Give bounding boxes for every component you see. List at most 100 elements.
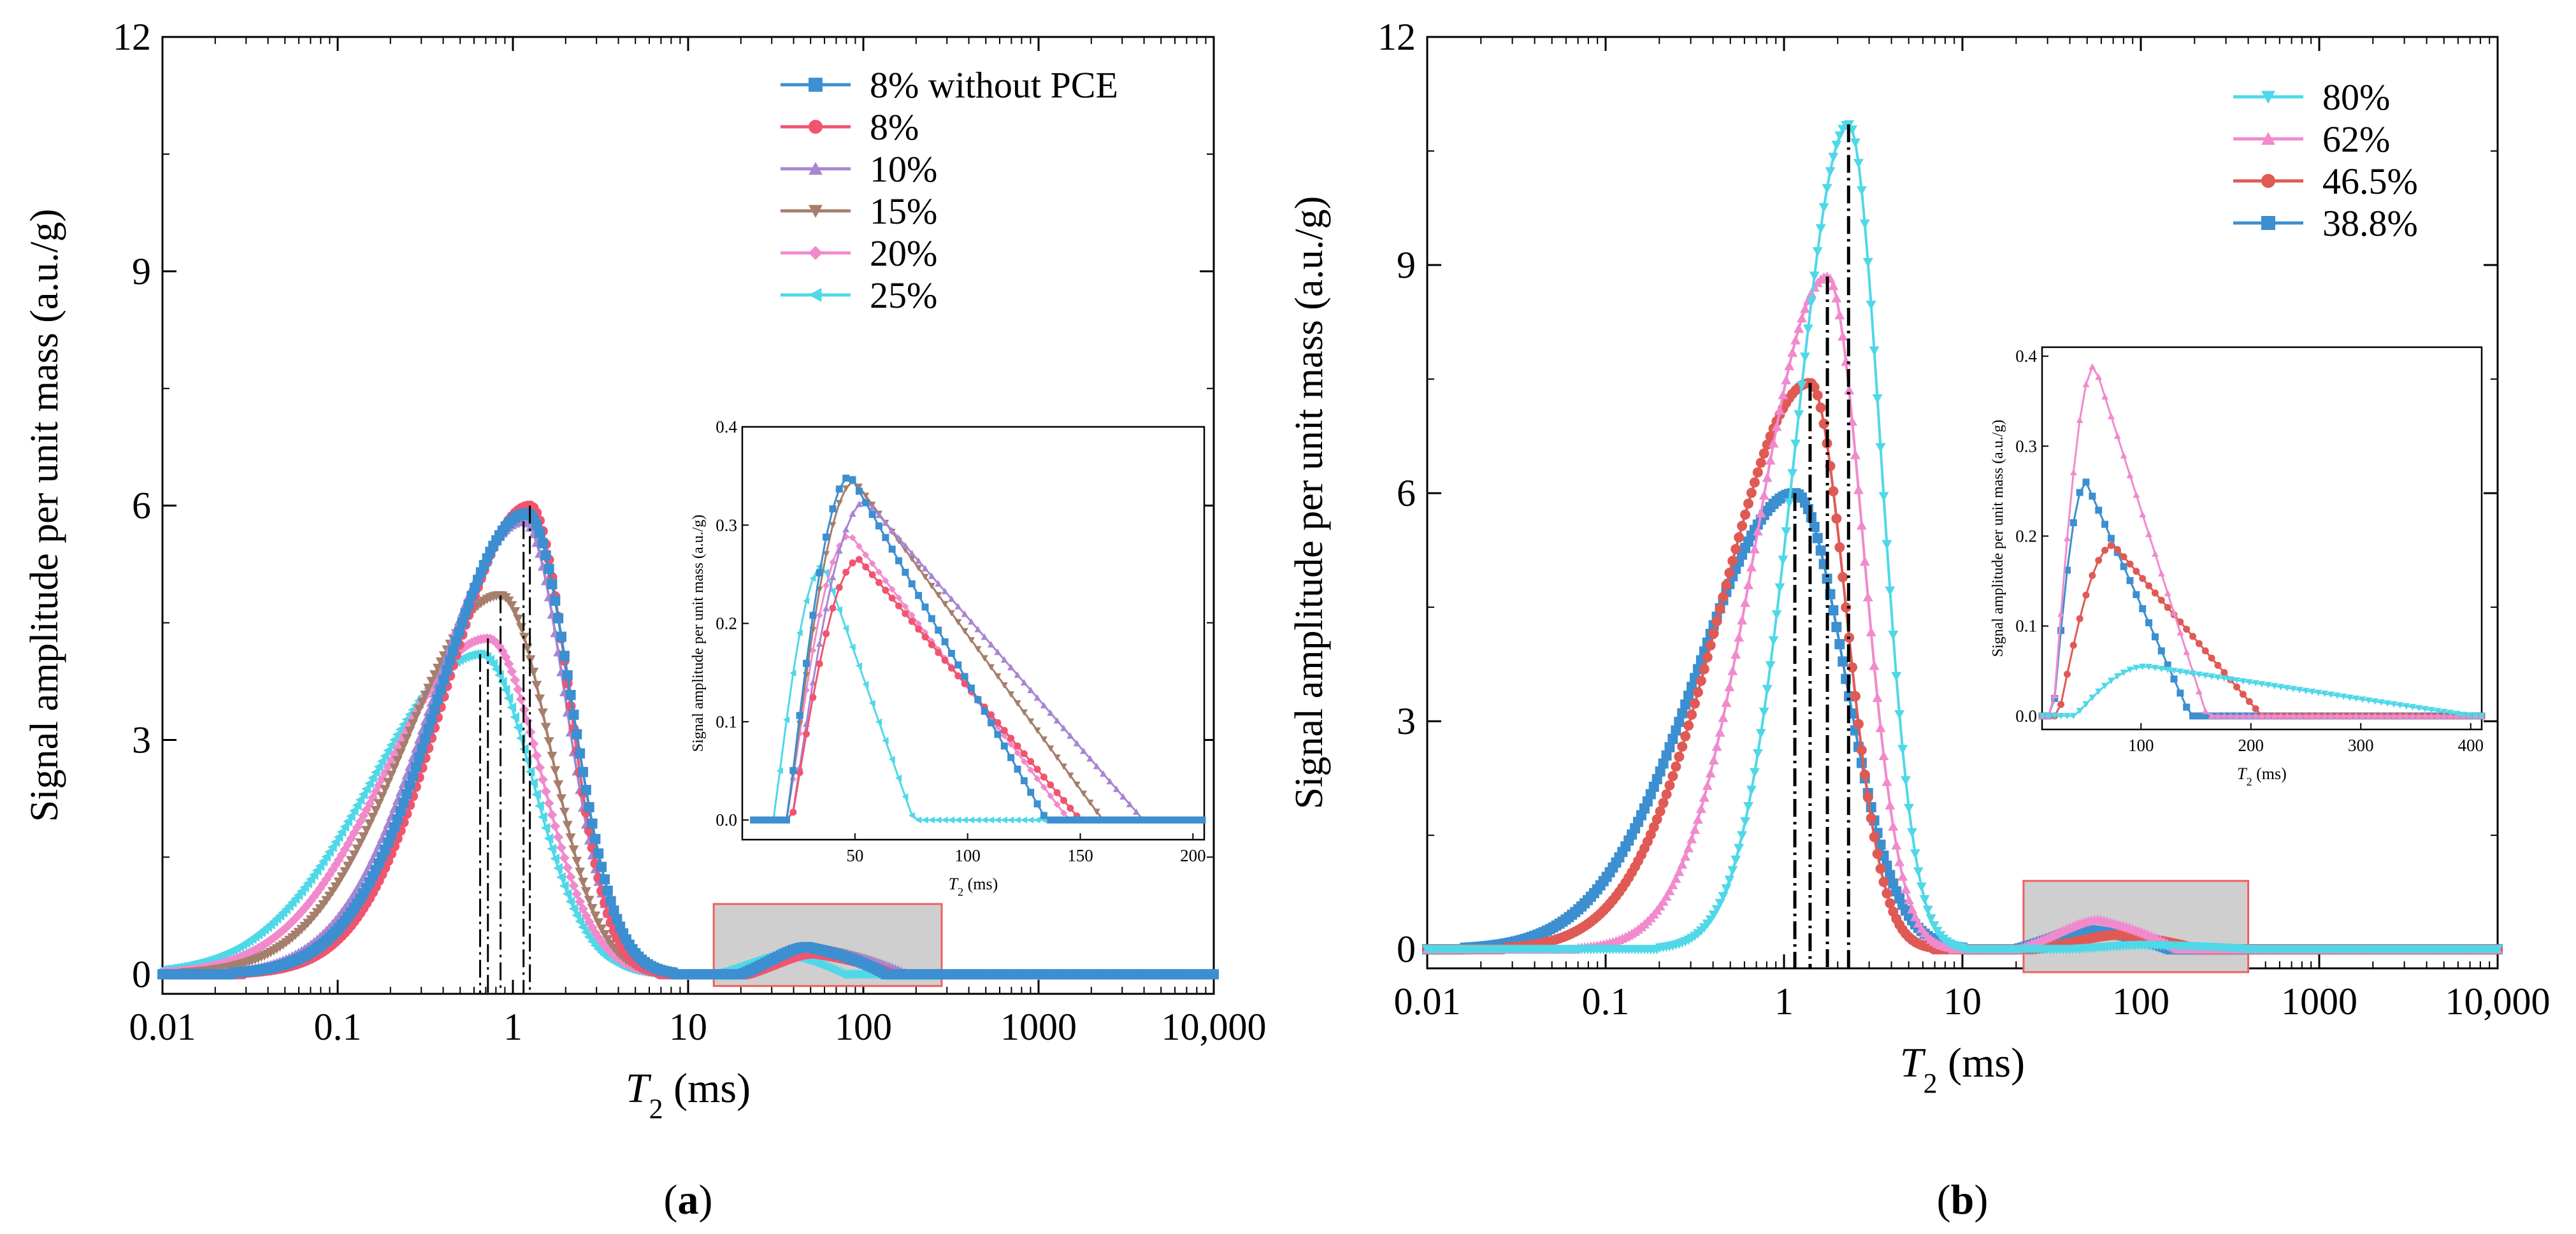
- data-point: [547, 579, 558, 590]
- y-axis-title: Signal amplitude per unit mass (a.u./g): [23, 209, 66, 822]
- data-point: [398, 741, 409, 751]
- data-point: [1658, 896, 1669, 906]
- data-point: [562, 821, 573, 831]
- inset-data-point: [921, 603, 929, 611]
- inset-data-point: [1014, 749, 1021, 757]
- data-point: [355, 838, 366, 848]
- inset-data-point: [1165, 816, 1173, 824]
- inset-data-point: [921, 633, 929, 641]
- y-tick-label: 12: [1378, 16, 1416, 58]
- inset-data-point: [915, 816, 922, 824]
- data-point: [578, 877, 588, 887]
- data-point: [1674, 866, 1685, 877]
- data-point: [1778, 389, 1788, 399]
- data-point: [395, 806, 406, 817]
- data-point: [358, 789, 368, 800]
- legend-label: 10%: [870, 148, 937, 190]
- inset-data-point: [2428, 712, 2435, 719]
- inset-data-point: [2377, 699, 2385, 706]
- inset-data-point: [2145, 531, 2153, 538]
- inset-data-point: [2107, 677, 2115, 684]
- data-point: [1664, 886, 1675, 896]
- data-point: [513, 684, 524, 695]
- data-point: [429, 670, 440, 680]
- inset-data-point: [2189, 633, 2197, 640]
- x-tick-label: 0.01: [129, 1006, 196, 1048]
- inset-data-point: [2195, 687, 2203, 694]
- data-point: [547, 810, 558, 821]
- data-point: [580, 927, 591, 938]
- inset-data-point: [2101, 547, 2109, 554]
- data-point: [373, 799, 384, 809]
- data-point: [1790, 334, 1801, 345]
- data-point: [568, 845, 579, 855]
- inset-data-point: [2296, 687, 2303, 694]
- data-point: [1743, 580, 1753, 590]
- legend-marker: [809, 204, 823, 218]
- data-point: [1680, 699, 1691, 710]
- data-point: [1838, 656, 1848, 667]
- inset-data-point: [988, 816, 995, 824]
- data-point: [1812, 390, 1823, 401]
- inset-data-point: [888, 585, 896, 593]
- inset-data-point: [2145, 664, 2153, 671]
- inset-data-point: [1020, 709, 1028, 716]
- data-point: [1680, 731, 1691, 742]
- data-point: [1841, 602, 1852, 613]
- data-point: [1904, 894, 1914, 905]
- data-point: [1910, 849, 1920, 859]
- legend-marker: [2261, 90, 2275, 104]
- data-point: [1866, 626, 1876, 636]
- data-point: [392, 814, 403, 824]
- inset-data-point: [2076, 489, 2083, 496]
- data-point: [1885, 586, 1896, 596]
- inset-data-point: [849, 476, 856, 484]
- inset-data-point: [816, 612, 823, 619]
- inset-data-point: [1040, 812, 1047, 819]
- inset-data-point: [902, 793, 909, 801]
- data-point: [454, 626, 464, 637]
- data-point: [559, 852, 570, 863]
- data-point: [1708, 755, 1719, 764]
- inset-data-point: [2346, 694, 2354, 701]
- inset-data-point: [1014, 671, 1021, 678]
- inset-data-point: [2258, 712, 2266, 719]
- data-point: [343, 816, 352, 827]
- y-tick-label: 12: [113, 16, 151, 58]
- data-point: [535, 800, 544, 811]
- inset-data-point: [862, 680, 869, 688]
- data-point: [1737, 615, 1748, 625]
- inset-data-point: [789, 808, 797, 816]
- inset-x-tick-label: 300: [2348, 736, 2374, 755]
- inset-data-point: [2396, 712, 2404, 719]
- inset-data-point: [941, 638, 949, 645]
- inset-data-point: [1014, 700, 1021, 707]
- data-point: [507, 702, 517, 713]
- y-axis: 0 3 6 9 12: [1378, 16, 2498, 970]
- inset-data-point: [967, 637, 975, 644]
- inset-data-point: [2120, 553, 2127, 561]
- inset-data-point: [2245, 698, 2253, 705]
- inset-data-point: [954, 672, 962, 680]
- data-point: [1721, 580, 1732, 591]
- inset-data-point: [1033, 775, 1041, 782]
- data-point: [500, 684, 510, 695]
- data-point: [556, 794, 567, 804]
- inset-data-point: [935, 592, 942, 599]
- y-tick-label: 6: [1397, 472, 1416, 514]
- data-point: [1209, 969, 1219, 980]
- inset-data-point: [2227, 712, 2234, 719]
- inset-data-point: [988, 711, 995, 719]
- data-point: [1683, 691, 1694, 701]
- inset-data-point: [835, 584, 843, 591]
- data-point: [1702, 652, 1713, 663]
- data-point: [318, 879, 329, 889]
- data-point: [445, 655, 456, 666]
- inset-data-point: [862, 492, 870, 499]
- x-tick-label: 10,000: [2445, 980, 2551, 1022]
- inset-data-point: [902, 568, 909, 576]
- data-point: [1677, 708, 1688, 719]
- legend-label: 15%: [870, 190, 937, 232]
- data-point: [1718, 592, 1729, 603]
- inset-data-point: [895, 534, 903, 542]
